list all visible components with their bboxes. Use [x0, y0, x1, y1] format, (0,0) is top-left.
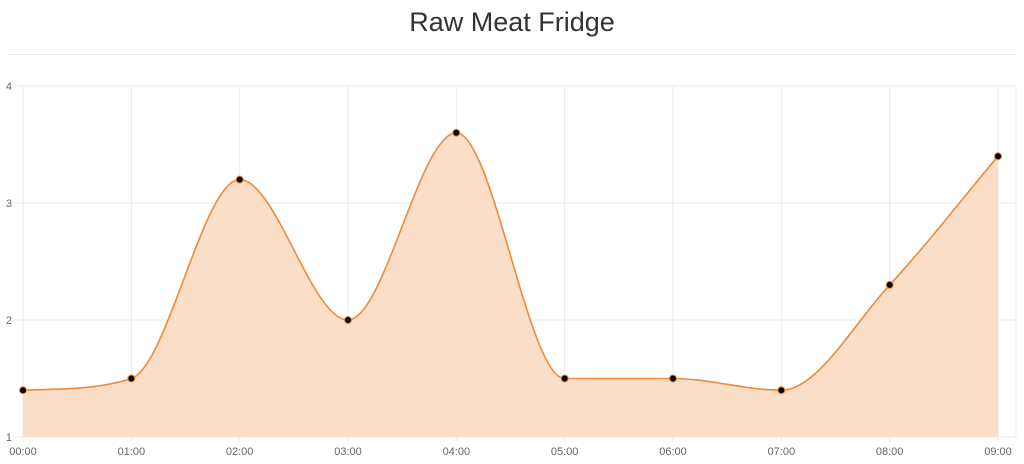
x-tick-label: 04:00: [443, 446, 471, 458]
data-point[interactable]: [19, 386, 27, 395]
data-points: [19, 128, 1002, 395]
data-point[interactable]: [344, 316, 352, 324]
data-point[interactable]: [669, 374, 677, 383]
x-tick-label: 05:00: [551, 446, 579, 458]
data-point[interactable]: [994, 152, 1002, 161]
x-tick-label: 07:00: [768, 446, 796, 458]
data-point[interactable]: [452, 128, 461, 137]
data-point[interactable]: [885, 280, 894, 289]
x-tick-label: 06:00: [659, 446, 687, 458]
y-tick-label: 3: [6, 198, 12, 210]
chart-title: Raw Meat Fridge: [409, 7, 615, 37]
data-point[interactable]: [560, 374, 569, 383]
y-tick-label: 2: [6, 315, 12, 327]
y-tick-label: 1: [6, 432, 12, 444]
x-tick-label: 08:00: [876, 446, 904, 458]
x-axis-ticks: 00:00 01:00 02:00 03:00 04:00 05:00 06:00 07:00…: [9, 446, 1012, 458]
x-tick-label: 01:00: [118, 446, 146, 458]
data-point[interactable]: [127, 374, 136, 383]
y-axis-ticks: 1 2 3 4: [6, 81, 12, 444]
data-point[interactable]: [777, 386, 786, 395]
data-point[interactable]: [235, 175, 244, 184]
x-tick-label: 00:00: [9, 446, 37, 458]
title-divider: [8, 54, 1016, 55]
y-tick-label: 4: [6, 81, 12, 93]
area-fill: [23, 132, 998, 438]
x-tick-label: 03:00: [334, 446, 362, 458]
x-tick-label: 09:00: [984, 446, 1012, 458]
x-tick-label: 02:00: [226, 446, 254, 458]
series-line: [22, 131, 999, 392]
